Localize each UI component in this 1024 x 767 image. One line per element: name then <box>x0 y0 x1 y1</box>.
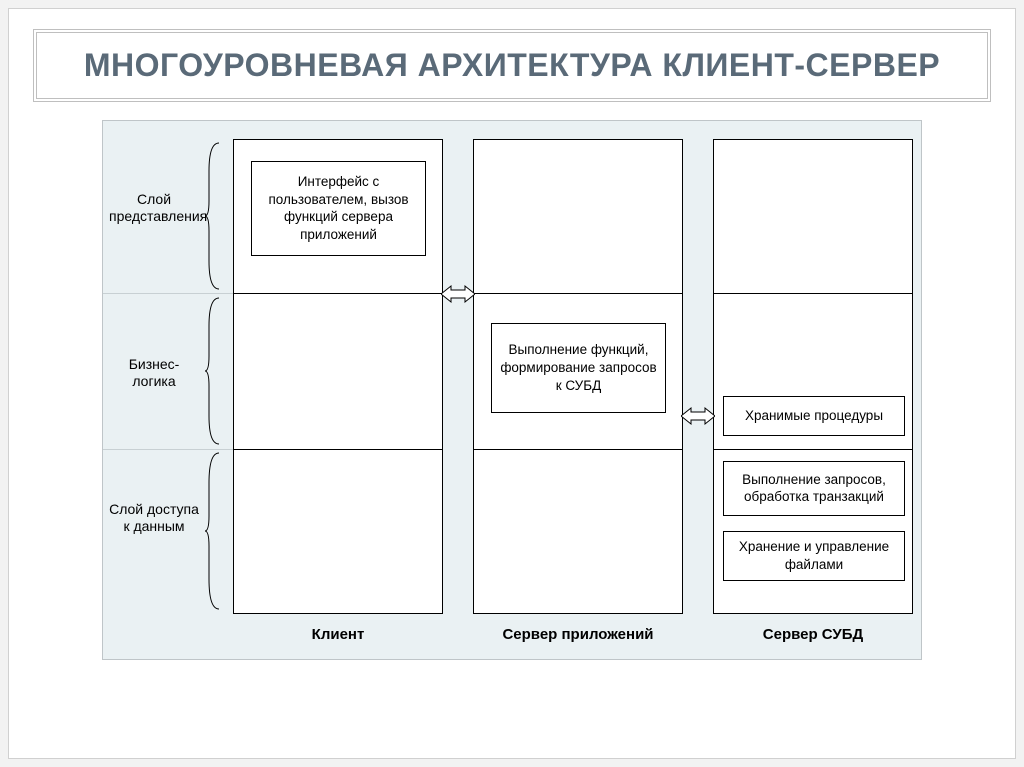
brace-logic <box>203 296 221 446</box>
page-title: МНОГОУРОВНЕВАЯ АРХИТЕКТУРА КЛИЕНТ-СЕРВЕР <box>61 47 963 84</box>
gutter-divider-1 <box>103 293 233 294</box>
connector-appserver-dbms <box>681 403 715 434</box>
box-app-exec: Выполнение функций, формирование запросо… <box>491 323 666 413</box>
col3-row-divider-1 <box>713 293 913 294</box>
row-label-data: Слой доступа к данным <box>109 501 199 536</box>
row-label-logic: Бизнес-логика <box>109 356 199 391</box>
col1-row-divider-1 <box>233 293 443 294</box>
column-label-dbms: Сервер СУБД <box>713 626 913 643</box>
connector-client-appserver <box>441 281 475 312</box>
gutter-divider-2 <box>103 449 233 450</box>
column-label-appserver: Сервер приложений <box>473 626 683 643</box>
col2-row-divider-2 <box>473 449 683 450</box>
title-box: МНОГОУРОВНЕВАЯ АРХИТЕКТУРА КЛИЕНТ-СЕРВЕР <box>33 29 991 102</box>
col2-row-divider-1 <box>473 293 683 294</box>
diagram-canvas: Слой представления Бизнес-логика Слой до… <box>102 120 922 660</box>
box-client-ui: Интерфейс с пользователем, вызов функций… <box>251 161 426 256</box>
slide-frame: МНОГОУРОВНЕВАЯ АРХИТЕКТУРА КЛИЕНТ-СЕРВЕР… <box>8 8 1016 759</box>
col3-row-divider-2 <box>713 449 913 450</box>
column-label-client: Клиент <box>233 626 443 643</box>
box-db-storage: Хранение и управление файлами <box>723 531 905 581</box>
brace-presentation <box>203 141 221 291</box>
brace-data <box>203 451 221 611</box>
box-db-query: Выполнение запросов, обработка транзакци… <box>723 461 905 516</box>
row-label-presentation: Слой представления <box>109 191 199 226</box>
col1-row-divider-2 <box>233 449 443 450</box>
box-db-proc: Хранимые процедуры <box>723 396 905 436</box>
